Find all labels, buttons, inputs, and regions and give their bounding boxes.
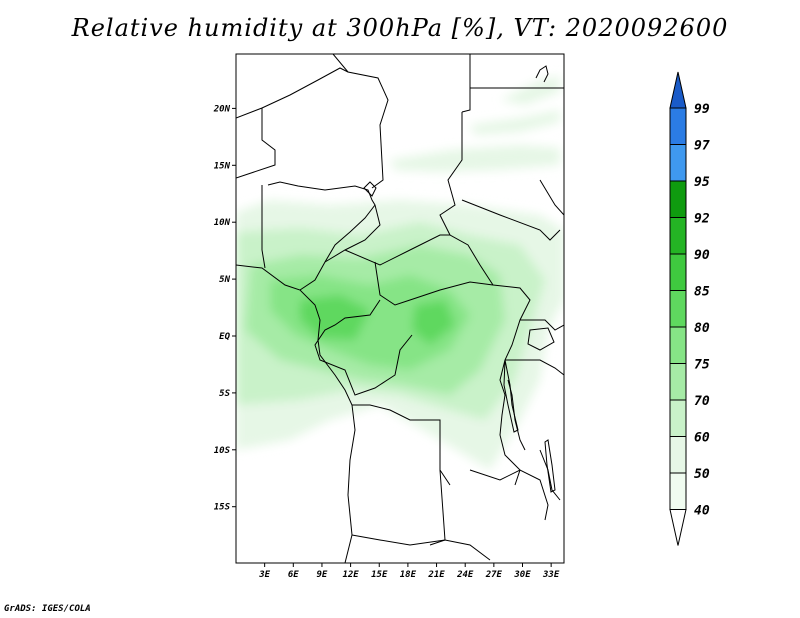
colorbar-labels: 40 50 60 70 75 80 85 90 92 95 97 99 xyxy=(694,102,710,519)
colorbar-segment xyxy=(669,180,687,218)
axis-labels: 20N 15N 10N 5N EQ 5S 10S 15S 3E 6E 9E 12E 15E 18E 21E 2… xyxy=(213,104,560,580)
lat-tick-label: 5N xyxy=(219,275,230,285)
humidity-region-core xyxy=(300,295,370,340)
colorbar-segment xyxy=(669,399,687,437)
colorbar xyxy=(669,71,687,546)
border-tanzania xyxy=(505,359,564,376)
lon-tick-label: 12E xyxy=(342,570,359,580)
lat-tick-label: EQ xyxy=(219,332,230,342)
colorbar-segment xyxy=(669,144,687,182)
border-niger-south xyxy=(236,108,276,179)
lon-tick-label: 21E xyxy=(427,570,445,580)
colorbar-segment xyxy=(669,326,687,364)
colorbar-label: 92 xyxy=(694,212,710,227)
border-nigeria-benin xyxy=(261,185,266,269)
colorbar-bottom-arrow xyxy=(669,509,687,546)
lake-chad xyxy=(363,181,377,197)
border-south-sudan xyxy=(461,199,561,241)
border-angola-south xyxy=(351,534,491,561)
lon-tick-label: 24E xyxy=(456,570,474,580)
colorbar-segment xyxy=(669,436,687,474)
colorbar-top-arrow xyxy=(669,71,687,109)
border-malawi xyxy=(539,449,561,501)
coastline-west xyxy=(236,264,356,563)
grads-credit: GrADS: IGES/COLA xyxy=(4,604,91,614)
colorbar-label: 90 xyxy=(694,248,710,263)
lat-tick-label: 5S xyxy=(219,389,230,399)
border-chad-south xyxy=(324,204,381,263)
lon-tick-label: 15E xyxy=(371,570,388,580)
colorbar-label: 80 xyxy=(694,321,710,336)
colorbar-label: 99 xyxy=(694,102,710,117)
colorbar-label: 40 xyxy=(694,504,710,519)
border-congo-drc xyxy=(314,299,413,396)
lon-tick-label: 33E xyxy=(542,570,560,580)
colorbar-label: 60 xyxy=(694,431,710,446)
lake-victoria xyxy=(527,327,555,351)
colorbar-segment xyxy=(669,253,687,291)
red-sea-coast xyxy=(535,65,549,83)
axis-ticks xyxy=(232,107,552,567)
border-car-south xyxy=(374,261,494,306)
colorbar-segment xyxy=(669,472,687,510)
lake-malawi xyxy=(544,439,556,493)
colorbar-label: 97 xyxy=(694,139,710,154)
country-borders xyxy=(236,54,564,563)
colorbar-label: 50 xyxy=(694,467,710,482)
colorbar-label: 85 xyxy=(694,285,710,300)
humidity-region-ne-corner xyxy=(500,76,560,105)
lon-tick-label: 3E xyxy=(258,570,270,580)
colorbar-segment xyxy=(669,290,687,328)
border-east-africa xyxy=(520,319,564,331)
colorbar-segment xyxy=(669,217,687,255)
border-ethiopia xyxy=(539,179,564,216)
colorbar-label: 95 xyxy=(694,175,710,190)
colorbar-label: 70 xyxy=(694,394,710,409)
border-angola-east xyxy=(429,469,446,546)
lon-tick-label: 18E xyxy=(400,570,417,580)
lat-tick-label: 15S xyxy=(214,503,231,513)
map-frame xyxy=(235,53,565,564)
border-niger xyxy=(236,67,349,119)
humidity-region-sahel-band xyxy=(390,145,560,172)
lat-tick-label: 15N xyxy=(214,161,231,171)
humidity-region-north-band xyxy=(470,110,560,135)
lon-tick-label: 27E xyxy=(485,570,503,580)
border-libya-chad xyxy=(332,54,389,189)
lat-tick-label: 10S xyxy=(214,446,231,456)
humidity-region-core-east xyxy=(412,300,455,345)
humidity-field xyxy=(236,76,564,470)
border-drc-east xyxy=(492,284,531,486)
lat-tick-label: 10N xyxy=(214,218,231,228)
colorbar-segment xyxy=(669,363,687,401)
colorbar-label: 75 xyxy=(694,358,710,373)
lon-tick-label: 30E xyxy=(513,570,531,580)
border-nigeria-cameroon xyxy=(267,181,376,291)
chart-title: Relative humidity at 300hPa [%], VT: 202… xyxy=(71,14,729,42)
border-zambia xyxy=(469,469,549,521)
lake-tanganyika xyxy=(503,359,519,433)
lon-tick-label: 6E xyxy=(288,570,299,580)
lat-tick-label: 20N xyxy=(213,104,231,114)
lon-tick-label: 9E xyxy=(317,570,328,580)
colorbar-segment xyxy=(669,107,687,145)
border-libya-sudan xyxy=(461,54,471,113)
border-car-north xyxy=(344,234,450,266)
border-chad-sudan xyxy=(439,112,494,286)
